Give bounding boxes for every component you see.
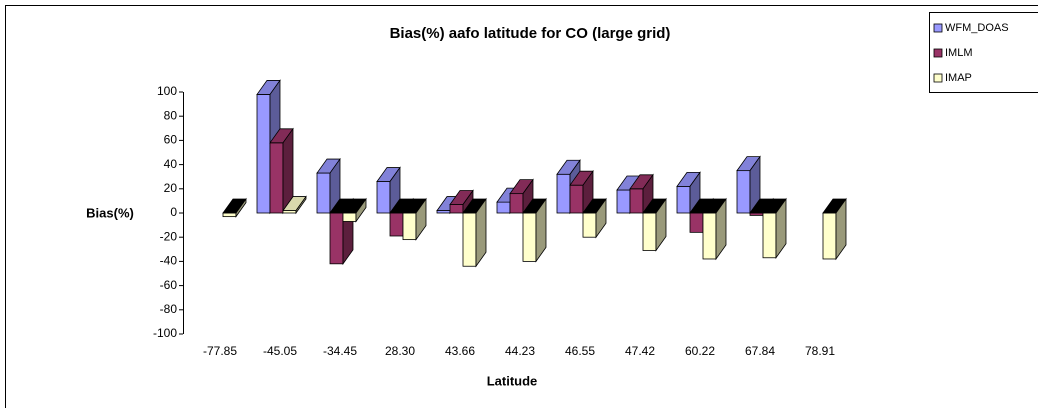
x-tick-label: 67.84 — [745, 344, 775, 358]
x-tick-label: 60.22 — [685, 344, 715, 358]
bar-side — [355, 197, 367, 223]
bar-side — [235, 197, 247, 218]
bar — [316, 172, 331, 214]
bar — [762, 212, 777, 259]
bar-side — [595, 197, 607, 239]
bar — [689, 212, 704, 233]
x-tick-label: -77.85 — [203, 344, 237, 358]
bar-side — [655, 197, 667, 252]
bar — [462, 212, 477, 267]
legend-label: WFM_DOAS — [945, 22, 1009, 34]
x-tick-label: 47.42 — [625, 344, 655, 358]
legend-box — [929, 12, 1038, 93]
x-tick-label: 43.66 — [445, 344, 475, 358]
x-axis-title: Latitude — [487, 373, 538, 388]
bar — [822, 212, 837, 260]
bar — [329, 212, 344, 265]
bar — [222, 212, 237, 218]
y-tick-label: 40 — [164, 157, 178, 171]
legend-swatch — [933, 73, 943, 83]
bar — [629, 188, 644, 214]
bar-side — [295, 195, 307, 215]
bar — [496, 201, 511, 214]
y-axis-title: Bias(%) — [86, 205, 134, 220]
x-tick-label: -34.45 — [323, 344, 357, 358]
bar — [582, 212, 597, 238]
bar-side — [775, 197, 787, 260]
bar-side — [475, 197, 487, 268]
bar — [449, 204, 464, 214]
y-tick-label: 0 — [170, 205, 177, 219]
y-tick-label: 20 — [164, 181, 178, 195]
bar — [402, 212, 417, 241]
y-tick-label: -40 — [160, 254, 178, 268]
legend-label: IMLM — [945, 47, 973, 59]
y-tick-label: 100 — [157, 84, 177, 98]
bar-side — [715, 197, 727, 261]
bar — [556, 173, 571, 214]
bar — [736, 170, 751, 214]
bar — [616, 189, 631, 214]
y-tick-label: -100 — [153, 326, 177, 340]
bar — [509, 193, 524, 214]
legend-swatch — [933, 48, 943, 58]
y-tick-label: -80 — [160, 302, 178, 316]
legend-swatch — [933, 23, 943, 33]
bar-side — [535, 197, 547, 263]
legend-label: IMAP — [945, 72, 972, 84]
bar — [676, 185, 691, 214]
bar — [376, 181, 391, 214]
bar-side — [415, 197, 427, 241]
bar — [269, 142, 284, 214]
bar — [256, 94, 271, 214]
x-tick-label: 28.30 — [385, 344, 415, 358]
bar — [389, 212, 404, 237]
bar — [702, 212, 717, 260]
chart-title: Bias(%) aafo latitude for CO (large grid… — [390, 25, 671, 42]
x-tick-label: 46.55 — [565, 344, 595, 358]
x-tick-label: 44.23 — [505, 344, 535, 358]
bar-side — [835, 197, 847, 261]
y-tick-label: -20 — [160, 229, 178, 243]
y-tick-label: 60 — [164, 133, 178, 147]
x-tick-label: -45.05 — [263, 344, 297, 358]
x-tick-label: 78.91 — [805, 344, 835, 358]
y-tick-label: 80 — [164, 108, 178, 122]
bar — [342, 212, 357, 222]
y-tick-label: -60 — [160, 278, 178, 292]
bar — [642, 212, 657, 251]
bar — [522, 212, 537, 262]
bar — [569, 184, 584, 214]
